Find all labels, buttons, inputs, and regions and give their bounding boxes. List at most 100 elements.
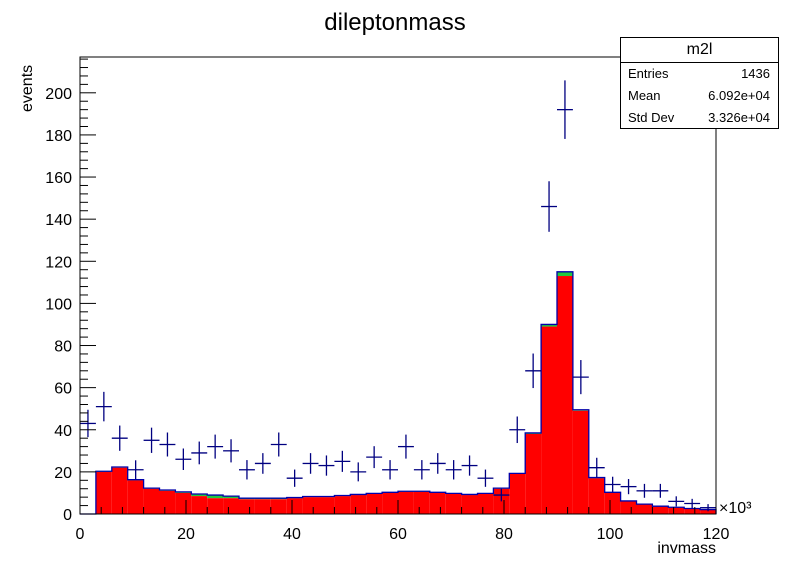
x-tick-label: 0 <box>76 526 85 543</box>
data-point <box>509 416 526 444</box>
data-point <box>413 460 430 480</box>
red-bin <box>413 491 430 514</box>
red-bin <box>159 490 176 514</box>
stats-mean-row: Mean 6.092e+04 <box>621 85 778 107</box>
data-point <box>461 455 478 476</box>
y-tick-label: 80 <box>54 339 72 356</box>
stats-entries-value: 1436 <box>741 66 770 81</box>
data-point <box>366 446 383 469</box>
data-point <box>620 479 637 495</box>
y-tick-label: 40 <box>54 423 72 440</box>
data-point <box>239 460 255 480</box>
red-bin <box>239 499 255 514</box>
green-bin <box>207 495 224 499</box>
y-tick-label: 20 <box>54 465 72 482</box>
data-point <box>159 432 176 457</box>
data-point <box>95 391 112 422</box>
y-tick-label: 120 <box>45 254 72 271</box>
red-bin <box>557 276 573 514</box>
data-point <box>429 453 446 474</box>
histogram-outline <box>80 271 717 515</box>
red-bin <box>175 492 192 514</box>
green-bin <box>223 496 239 499</box>
red-bin <box>572 410 589 514</box>
red-bin <box>334 496 351 514</box>
data-point <box>572 360 589 395</box>
data-point <box>636 483 653 498</box>
data-point <box>175 448 192 470</box>
data-point <box>652 483 669 498</box>
red-bin <box>382 492 398 514</box>
data-point <box>223 439 239 463</box>
chart-title: dileptonmass <box>324 9 465 36</box>
data-point <box>302 453 319 474</box>
data-point <box>80 409 96 438</box>
red-bin <box>525 433 542 514</box>
stats-stddev-value: 3.326e+04 <box>708 110 770 125</box>
stats-mean-value: 6.092e+04 <box>708 88 770 103</box>
red-bin <box>286 498 303 514</box>
data-point <box>493 488 510 502</box>
red-bin <box>191 496 208 514</box>
x-multiplier-label: ×10³ <box>719 500 752 517</box>
red-bin <box>95 471 112 514</box>
green-bin <box>541 324 557 327</box>
green-bin <box>191 493 208 497</box>
data-point <box>477 469 494 487</box>
red-bin <box>652 506 669 514</box>
green-bin <box>557 271 573 277</box>
y-tick-label: 180 <box>45 128 72 145</box>
x-tick-label: 100 <box>597 526 624 543</box>
y-axis-label: events <box>19 65 36 112</box>
data-point <box>604 476 621 493</box>
y-tick-label: 200 <box>45 86 72 103</box>
red-bin <box>620 501 637 514</box>
stats-mean-label: Mean <box>628 88 661 103</box>
red-bin <box>429 492 446 514</box>
red-bin <box>604 492 621 514</box>
y-tick-label: 160 <box>45 170 72 187</box>
red-bin <box>541 326 557 514</box>
red-bin <box>223 498 239 514</box>
red-bin <box>477 493 494 514</box>
data-point <box>445 460 462 480</box>
data-point <box>143 427 160 453</box>
data-point <box>398 434 414 459</box>
y-tick-label: 140 <box>45 212 72 229</box>
red-bin <box>143 488 160 514</box>
data-point <box>286 469 303 487</box>
y-tick-label: 0 <box>63 507 72 524</box>
stats-entries-row: Entries 1436 <box>621 63 778 85</box>
data-point <box>541 181 557 232</box>
stats-stddev-row: Std Dev 3.326e+04 <box>621 107 778 129</box>
x-tick-label: 60 <box>389 526 407 543</box>
red-bin <box>111 467 128 514</box>
data-point <box>191 441 208 465</box>
data-point <box>668 496 685 507</box>
data-point <box>700 504 716 512</box>
data-point <box>127 460 144 480</box>
x-tick-label: 40 <box>283 526 301 543</box>
red-bin <box>684 508 701 514</box>
data-point <box>111 425 128 451</box>
red-bin <box>270 499 287 514</box>
data-point <box>588 457 605 478</box>
y-tick-label: 100 <box>45 296 72 313</box>
data-point <box>684 498 701 509</box>
x-axis-label: invmass <box>657 540 716 557</box>
red-bin <box>668 507 685 514</box>
red-bin <box>254 499 271 514</box>
red-bin <box>509 473 526 514</box>
y-tick-label: 60 <box>54 381 72 398</box>
red-bin <box>588 478 605 514</box>
red-bin <box>302 497 319 514</box>
red-bin <box>636 504 653 514</box>
x-tick-label: 120 <box>703 526 730 543</box>
data-point <box>350 462 367 482</box>
x-tick-label: 20 <box>177 526 195 543</box>
data-point <box>318 455 335 476</box>
data-point <box>254 453 271 474</box>
data-point <box>207 434 224 459</box>
stats-stddev-label: Std Dev <box>628 110 675 125</box>
stats-box: m2l Entries 1436 Mean 6.092e+04 Std Dev … <box>620 37 779 129</box>
